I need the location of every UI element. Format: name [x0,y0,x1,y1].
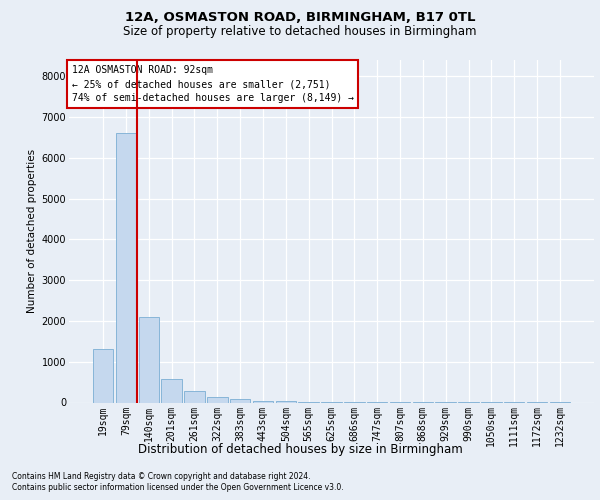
Text: 12A, OSMASTON ROAD, BIRMINGHAM, B17 0TL: 12A, OSMASTON ROAD, BIRMINGHAM, B17 0TL [125,11,475,24]
Bar [184,391,205,402]
Bar [253,400,273,402]
Bar [275,401,296,402]
Bar [207,396,227,402]
Text: 12A OSMASTON ROAD: 92sqm
← 25% of detached houses are smaller (2,751)
74% of sem: 12A OSMASTON ROAD: 92sqm ← 25% of detach… [71,65,353,103]
Bar [139,317,159,402]
Text: Contains HM Land Registry data © Crown copyright and database right 2024.: Contains HM Land Registry data © Crown c… [12,472,311,481]
Bar [116,134,136,402]
Bar [230,400,250,402]
Text: Distribution of detached houses by size in Birmingham: Distribution of detached houses by size … [137,442,463,456]
Bar [93,350,113,403]
Text: Contains public sector information licensed under the Open Government Licence v3: Contains public sector information licen… [12,484,344,492]
Text: Size of property relative to detached houses in Birmingham: Size of property relative to detached ho… [123,25,477,38]
Bar [161,379,182,402]
Y-axis label: Number of detached properties: Number of detached properties [28,149,37,314]
